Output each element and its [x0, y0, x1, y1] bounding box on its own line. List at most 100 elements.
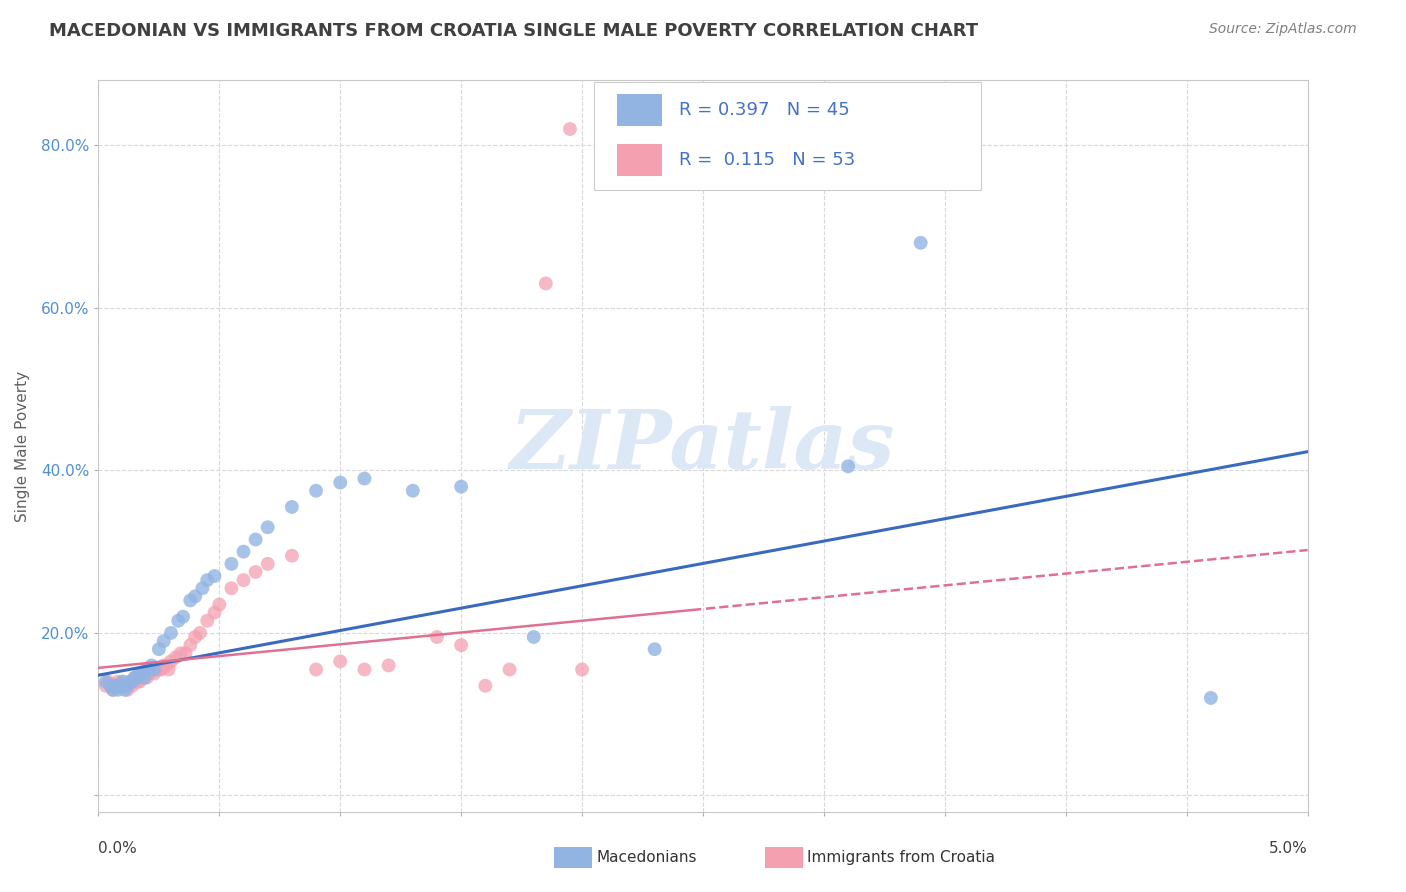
Point — [108, 679, 131, 693]
Point — [143, 666, 166, 681]
Point — [143, 663, 166, 677]
Point — [256, 557, 278, 571]
Point — [100, 679, 122, 693]
Point — [94, 679, 117, 693]
Point — [121, 679, 143, 693]
Point — [450, 480, 472, 494]
Point — [118, 674, 141, 689]
Point — [124, 671, 146, 685]
Point — [232, 573, 254, 587]
Text: 5.0%: 5.0% — [1268, 841, 1308, 856]
Point — [191, 581, 214, 595]
Point — [111, 674, 134, 689]
Point — [155, 658, 177, 673]
Point — [204, 569, 226, 583]
Point — [101, 682, 124, 697]
Point — [450, 638, 472, 652]
Point — [195, 614, 218, 628]
Point — [104, 679, 127, 693]
Point — [172, 609, 194, 624]
Point — [131, 671, 153, 685]
Point — [145, 663, 167, 677]
Point — [1199, 690, 1222, 705]
FancyBboxPatch shape — [595, 82, 981, 190]
Text: ZIPatlas: ZIPatlas — [510, 406, 896, 486]
Point — [169, 646, 191, 660]
Point — [281, 549, 304, 563]
Point — [107, 674, 129, 689]
FancyBboxPatch shape — [617, 144, 662, 176]
Point — [114, 682, 136, 697]
Point — [138, 666, 160, 681]
Point — [152, 658, 174, 673]
Point — [134, 671, 156, 685]
Point — [208, 598, 231, 612]
Point — [128, 666, 150, 681]
Point — [184, 590, 207, 604]
Text: Macedonians: Macedonians — [596, 850, 696, 864]
Point — [281, 500, 304, 514]
Point — [245, 565, 267, 579]
Point — [534, 277, 557, 291]
Point — [232, 544, 254, 558]
Point — [305, 663, 328, 677]
Point — [152, 634, 174, 648]
Point — [107, 682, 129, 697]
Point — [94, 674, 117, 689]
Point — [165, 650, 187, 665]
Point — [426, 630, 449, 644]
Point — [118, 674, 141, 689]
Point — [127, 674, 149, 689]
Point — [157, 663, 180, 677]
Point — [108, 679, 131, 693]
Text: R =  0.115   N = 53: R = 0.115 N = 53 — [679, 151, 855, 169]
Point — [377, 658, 399, 673]
Point — [644, 642, 666, 657]
Point — [127, 671, 149, 685]
Point — [221, 581, 243, 595]
Point — [167, 614, 190, 628]
Point — [204, 606, 226, 620]
Point — [571, 663, 593, 677]
Point — [910, 235, 932, 250]
Point — [179, 593, 201, 607]
Point — [402, 483, 425, 498]
Point — [97, 674, 120, 689]
FancyBboxPatch shape — [617, 95, 662, 127]
Point — [329, 654, 352, 668]
Point — [141, 658, 163, 673]
Point — [329, 475, 352, 490]
Point — [195, 573, 218, 587]
Point — [353, 471, 375, 485]
Point — [305, 483, 328, 498]
Point — [114, 679, 136, 693]
Text: Immigrants from Croatia: Immigrants from Croatia — [807, 850, 995, 864]
Point — [221, 557, 243, 571]
Point — [148, 642, 170, 657]
Point — [256, 520, 278, 534]
Point — [121, 674, 143, 689]
Point — [150, 663, 173, 677]
Text: Source: ZipAtlas.com: Source: ZipAtlas.com — [1209, 22, 1357, 37]
Point — [498, 663, 520, 677]
Point — [117, 679, 139, 693]
Point — [128, 674, 150, 689]
Point — [111, 674, 134, 689]
Point — [135, 663, 157, 677]
Point — [141, 663, 163, 677]
Text: MACEDONIAN VS IMMIGRANTS FROM CROATIA SINGLE MALE POVERTY CORRELATION CHART: MACEDONIAN VS IMMIGRANTS FROM CROATIA SI… — [49, 22, 979, 40]
Point — [174, 646, 197, 660]
Point — [135, 671, 157, 685]
Point — [179, 638, 201, 652]
Point — [104, 679, 127, 693]
Point — [837, 459, 859, 474]
Point — [134, 671, 156, 685]
Point — [353, 663, 375, 677]
Point — [245, 533, 267, 547]
Point — [523, 630, 546, 644]
Point — [101, 682, 124, 697]
Point — [160, 654, 183, 668]
Point — [138, 663, 160, 677]
Point — [474, 679, 496, 693]
Point — [100, 679, 122, 693]
